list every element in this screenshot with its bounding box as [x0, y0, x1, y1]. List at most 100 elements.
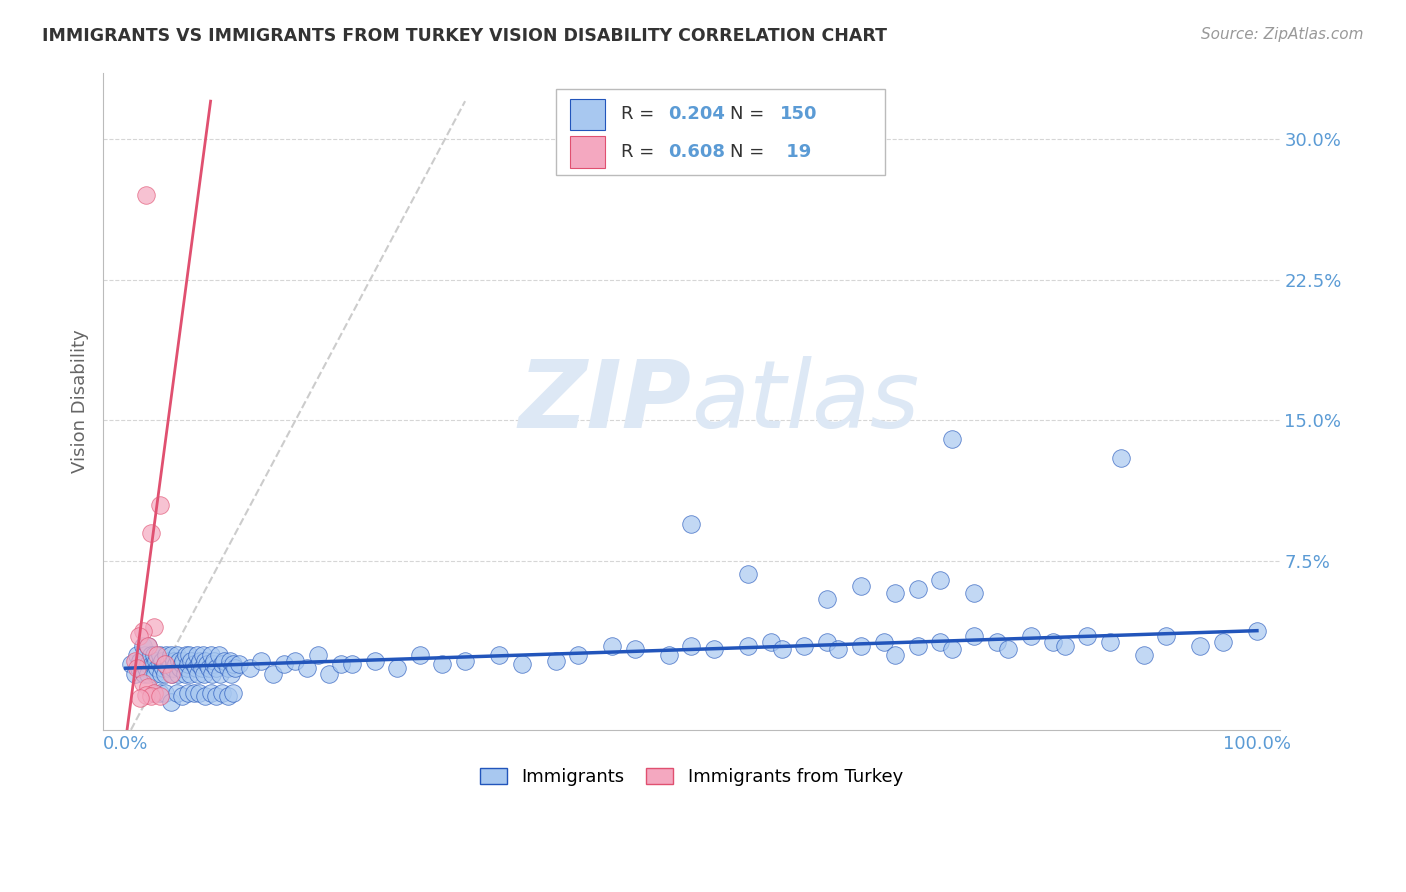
- Point: [200, 686, 222, 700]
- Point: [190, 654, 212, 668]
- Point: [217, 661, 239, 675]
- Point: [187, 666, 209, 681]
- Point: [815, 635, 838, 649]
- Point: [191, 648, 214, 662]
- Text: 150: 150: [779, 105, 817, 123]
- Text: N =: N =: [730, 143, 770, 161]
- Point: [340, 657, 363, 672]
- Point: [1189, 639, 1212, 653]
- Point: [1156, 629, 1178, 643]
- Point: [124, 666, 146, 681]
- Point: [145, 654, 167, 668]
- Point: [138, 639, 160, 653]
- Point: [138, 657, 160, 672]
- Point: [143, 686, 166, 700]
- Point: [963, 586, 986, 600]
- Point: [143, 666, 166, 681]
- Point: [703, 642, 725, 657]
- Text: R =: R =: [621, 143, 659, 161]
- Point: [132, 639, 155, 653]
- Point: [941, 642, 963, 657]
- Point: [759, 635, 782, 649]
- Point: [849, 639, 872, 653]
- Point: [273, 657, 295, 672]
- Point: [1098, 635, 1121, 649]
- Point: [224, 661, 246, 675]
- Point: [941, 432, 963, 446]
- Point: [155, 648, 177, 662]
- Point: [134, 648, 156, 662]
- Point: [202, 654, 225, 668]
- Point: [132, 624, 155, 638]
- Point: [432, 657, 454, 672]
- Point: [217, 690, 239, 704]
- Point: [166, 648, 188, 662]
- Point: [454, 654, 477, 668]
- Point: [600, 639, 623, 653]
- Point: [681, 516, 703, 531]
- Point: [737, 567, 759, 582]
- Point: [218, 654, 240, 668]
- Point: [166, 686, 188, 700]
- Point: [1133, 648, 1156, 662]
- Point: [160, 657, 183, 672]
- Point: [132, 666, 155, 681]
- FancyBboxPatch shape: [555, 89, 886, 175]
- Point: [132, 657, 155, 672]
- Point: [188, 686, 211, 700]
- Point: [135, 661, 157, 675]
- Point: [149, 657, 172, 672]
- Point: [146, 648, 169, 662]
- Point: [211, 686, 233, 700]
- Text: 0.608: 0.608: [668, 143, 725, 161]
- Point: [160, 666, 183, 681]
- Point: [172, 657, 194, 672]
- Point: [163, 654, 186, 668]
- Point: [165, 657, 187, 672]
- Point: [155, 657, 177, 672]
- Point: [222, 686, 245, 700]
- Point: [176, 661, 198, 675]
- Point: [139, 690, 162, 704]
- Point: [190, 661, 212, 675]
- Point: [363, 654, 385, 668]
- Point: [156, 661, 179, 675]
- Point: [849, 579, 872, 593]
- Point: [623, 642, 645, 657]
- Text: atlas: atlas: [692, 356, 920, 447]
- Point: [152, 661, 174, 675]
- Point: [208, 666, 231, 681]
- Point: [239, 661, 262, 675]
- Point: [228, 657, 250, 672]
- Point: [162, 661, 184, 675]
- Point: [141, 657, 163, 672]
- Point: [567, 648, 589, 662]
- Point: [1212, 635, 1234, 649]
- Point: [183, 686, 205, 700]
- Point: [186, 648, 208, 662]
- Point: [132, 676, 155, 690]
- Text: Source: ZipAtlas.com: Source: ZipAtlas.com: [1201, 27, 1364, 42]
- Point: [986, 635, 1008, 649]
- Text: N =: N =: [730, 105, 770, 123]
- Point: [284, 654, 307, 668]
- Point: [139, 648, 162, 662]
- Point: [173, 666, 195, 681]
- Point: [120, 657, 142, 672]
- Point: [194, 690, 217, 704]
- Point: [188, 657, 211, 672]
- Point: [138, 639, 160, 653]
- Point: [155, 657, 177, 672]
- Point: [157, 654, 180, 668]
- Point: [211, 657, 233, 672]
- Point: [207, 648, 229, 662]
- Point: [177, 648, 200, 662]
- Point: [201, 657, 224, 672]
- FancyBboxPatch shape: [571, 136, 606, 168]
- Point: [149, 498, 172, 512]
- Point: [135, 688, 157, 702]
- Text: ZIP: ZIP: [519, 356, 692, 448]
- Point: [160, 666, 183, 681]
- Point: [205, 661, 228, 675]
- Point: [770, 642, 793, 657]
